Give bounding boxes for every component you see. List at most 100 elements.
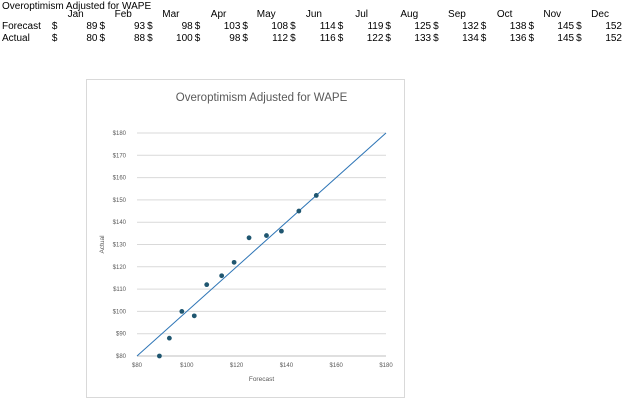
value-cell: 98: [181, 21, 193, 32]
month-header: Oct: [496, 9, 513, 20]
currency-symbol: $: [290, 33, 296, 44]
x-tick-label: $120: [230, 363, 244, 369]
value-cell: 132: [462, 21, 479, 32]
y-tick-label: $130: [113, 243, 127, 249]
value-cell: 125: [414, 21, 432, 32]
month-header: Feb: [114, 9, 132, 20]
scatter-chart: $80 $90 $100 $110 $120 $130 $140 $150 $160 $170 $1…: [99, 92, 393, 383]
data-point: [313, 193, 319, 198]
value-cell: 145: [557, 21, 575, 32]
value-cell: 136: [509, 33, 527, 44]
currency-symbol: $: [576, 21, 582, 32]
currency-symbol: $: [433, 21, 439, 32]
corner-cell: [0, 9, 52, 21]
value-cell: 98: [229, 33, 241, 44]
data-point: [179, 309, 185, 314]
currency-symbol: $: [99, 21, 106, 32]
value-cell: 122: [366, 33, 384, 44]
data-point: [219, 273, 225, 279]
value-cell: 152: [605, 33, 622, 44]
value-cell: 152: [605, 21, 622, 32]
x-tick-label: $180: [379, 363, 393, 369]
reference-line: [136, 132, 387, 357]
currency-symbol: $: [480, 21, 487, 32]
month-header: Jun: [305, 9, 322, 20]
currency-symbol: $: [528, 33, 534, 44]
month-header: Nov: [543, 9, 562, 20]
y-tick-label: $100: [113, 309, 127, 315]
currency-symbol: $: [51, 21, 58, 32]
sheet-title: Overoptimism Adjusted for WAPE: [2, 1, 152, 12]
y-tick-label: $170: [113, 153, 127, 159]
currency-symbol: $: [194, 21, 201, 32]
currency-symbol: $: [51, 33, 58, 44]
data-point: [264, 233, 269, 238]
currency-symbol: $: [337, 21, 344, 32]
currency-symbol: $: [194, 33, 201, 44]
value-cell: 93: [133, 21, 146, 32]
value-cell: 119: [367, 21, 384, 32]
y-tick-label: $150: [113, 198, 127, 204]
value-cell: 103: [223, 21, 241, 32]
month-header: May: [256, 9, 276, 20]
data-point: [279, 228, 284, 234]
y-tick-label: $80: [116, 354, 127, 360]
currency-symbol: $: [480, 33, 487, 44]
currency-symbol: $: [147, 21, 153, 32]
month-header: Sep: [448, 9, 466, 20]
value-cell: 138: [509, 21, 527, 32]
chart-area[interactable]: $80 $90 $100 $110 $120 $130 $140 $150 $160 $170 $1…: [86, 79, 405, 398]
value-cell: 80: [86, 33, 98, 44]
value-cell: 89: [86, 21, 98, 32]
table-row: Actual $80 $88 $100 $98 $112 $116 $122 $133 $134 $…: [0, 33, 624, 45]
row-label: Actual: [2, 33, 30, 44]
y-tick-label: $140: [113, 220, 127, 226]
row-label: Forecast: [2, 21, 41, 32]
data-point: [246, 235, 252, 241]
data-table: Jan Feb Mar Apr May Jun Jul Aug Sep Oct Nov Dec Fore…: [0, 9, 624, 45]
x-tick-label: $80: [132, 363, 143, 369]
month-header: Mar: [162, 9, 180, 20]
month-header: Apr: [210, 9, 227, 20]
x-tick-label: $140: [280, 363, 294, 369]
currency-symbol: $: [290, 21, 296, 32]
currency-symbol: $: [385, 21, 391, 32]
y-tick-label: $120: [113, 265, 127, 271]
value-cell: 145: [557, 33, 575, 44]
table-row: Forecast $89 $93 $98 $103 $108 $114 $119 $125 $13…: [0, 21, 624, 33]
currency-symbol: $: [242, 21, 248, 32]
y-tick-label: $180: [113, 131, 127, 137]
currency-symbol: $: [337, 33, 344, 44]
currency-symbol: $: [433, 33, 439, 44]
month-header: Jan: [67, 9, 84, 20]
data-point: [296, 208, 302, 214]
value-cell: 116: [319, 33, 336, 44]
y-axis-title: Actual: [99, 235, 106, 254]
data-point: [231, 259, 237, 265]
chart-title: Overoptimism Adjusted for WAPE: [176, 92, 348, 104]
x-tick-label: $160: [330, 363, 344, 369]
month-header: Dec: [591, 9, 609, 20]
data-point: [204, 282, 210, 288]
y-tick-label: $90: [116, 332, 127, 338]
value-cell: 88: [133, 33, 146, 44]
month-header-row: Jan Feb Mar Apr May Jun Jul Aug Sep Oct Nov Dec: [0, 9, 624, 21]
value-cell: 100: [176, 33, 193, 44]
currency-symbol: $: [385, 33, 391, 44]
month-header: Jul: [355, 9, 368, 20]
currency-symbol: $: [528, 21, 534, 32]
value-cell: 114: [319, 21, 336, 32]
y-tick-label: $110: [113, 287, 127, 293]
data-point: [157, 353, 162, 359]
x-axis-title: Forecast: [249, 376, 274, 383]
month-header: Aug: [400, 9, 419, 20]
value-cell: 112: [272, 33, 289, 44]
y-tick-label: $160: [113, 176, 127, 182]
data-point: [191, 313, 197, 319]
x-tick-label: $100: [180, 363, 194, 369]
currency-symbol: $: [147, 33, 153, 44]
value-cell: 108: [271, 21, 289, 32]
value-cell: 133: [414, 33, 432, 44]
currency-symbol: $: [99, 33, 106, 44]
currency-symbol: $: [576, 33, 582, 44]
